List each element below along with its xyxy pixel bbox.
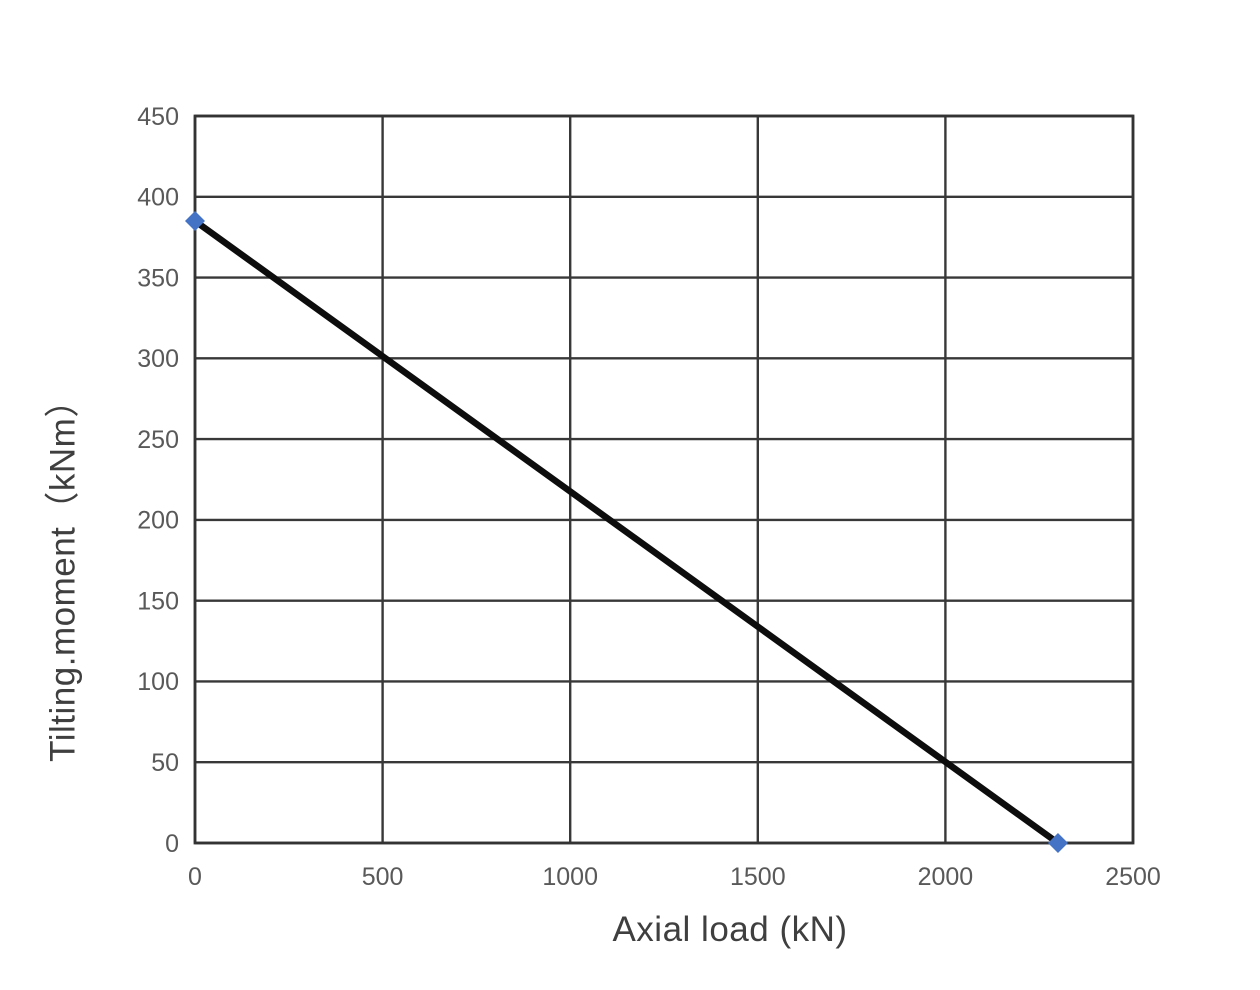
x-axis-title: Axial load (kN) xyxy=(612,910,848,949)
y-tick-label: 50 xyxy=(151,749,179,777)
x-tick-label: 2500 xyxy=(1105,863,1161,891)
data-point-marker xyxy=(1047,833,1068,853)
data-line xyxy=(191,217,1062,847)
y-tick-label: 400 xyxy=(137,184,179,212)
y-tick-label: 300 xyxy=(137,345,179,373)
x-tick-label: 1500 xyxy=(730,863,786,891)
y-tick-label: 100 xyxy=(137,668,179,696)
plot-border xyxy=(193,114,1135,845)
y-tick-label: 200 xyxy=(137,507,179,535)
y-tick-label: 250 xyxy=(137,426,179,454)
x-tick-label: 500 xyxy=(362,863,404,891)
y-tick-label: 350 xyxy=(137,264,179,292)
y-tick-label: 450 xyxy=(137,103,179,131)
y-tick-label: 0 xyxy=(165,830,179,858)
x-tick-label: 2000 xyxy=(918,863,974,891)
x-tick-label: 0 xyxy=(188,863,202,891)
x-tick-label: 1000 xyxy=(542,863,598,891)
y-tick-label: 150 xyxy=(137,587,179,615)
data-point-marker xyxy=(185,211,205,232)
y-axis-title: Tilting.moment（kNm） xyxy=(43,382,83,762)
